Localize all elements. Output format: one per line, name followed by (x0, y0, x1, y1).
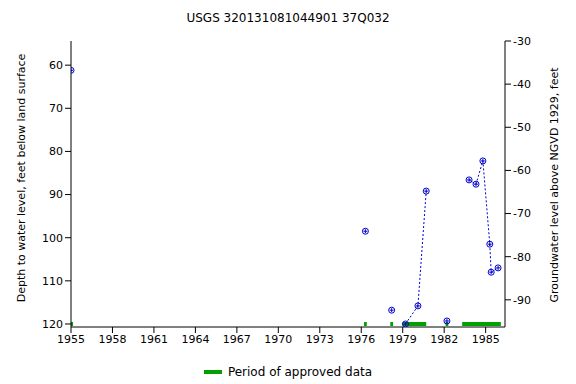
svg-text:1976: 1976 (347, 333, 375, 346)
svg-text:1967: 1967 (223, 333, 251, 346)
html-text:Depth to water level, feet bel: Depth to water level, feet below land su… (15, 53, 28, 303)
svg-text:-60: -60 (513, 164, 531, 177)
svg-text:1985: 1985 (472, 333, 500, 346)
svg-text:100: 100 (42, 232, 63, 245)
html-text:USGS 320131081044901 37Q032: USGS 320131081044901 37Q032 (186, 11, 390, 25)
svg-text:-40: -40 (513, 78, 531, 91)
svg-text:1982: 1982 (430, 333, 458, 346)
svg-text:-50: -50 (513, 121, 531, 134)
svg-text:-70: -70 (513, 207, 531, 220)
svg-text:80: 80 (49, 145, 63, 158)
svg-text:1961: 1961 (140, 333, 168, 346)
svg-text:1973: 1973 (306, 333, 334, 346)
svg-text:-90: -90 (513, 294, 531, 307)
svg-text:1964: 1964 (181, 333, 209, 346)
svg-text:1970: 1970 (264, 333, 292, 346)
svg-text:120: 120 (42, 318, 63, 331)
svg-text:1955: 1955 (57, 333, 85, 346)
svg-text:70: 70 (49, 102, 63, 115)
svg-text:1979: 1979 (389, 333, 417, 346)
svg-text:90: 90 (49, 188, 63, 201)
html-text:Groundwater level above NGVD 1: Groundwater level above NGVD 1929, feet (548, 67, 561, 303)
svg-text:-30: -30 (513, 35, 531, 48)
svg-text:1958: 1958 (98, 333, 126, 346)
svg-text:60: 60 (49, 59, 63, 72)
svg-text:110: 110 (42, 275, 63, 288)
svg-text:-80: -80 (513, 251, 531, 264)
html-text:Period of approved data: Period of approved data (227, 365, 373, 379)
